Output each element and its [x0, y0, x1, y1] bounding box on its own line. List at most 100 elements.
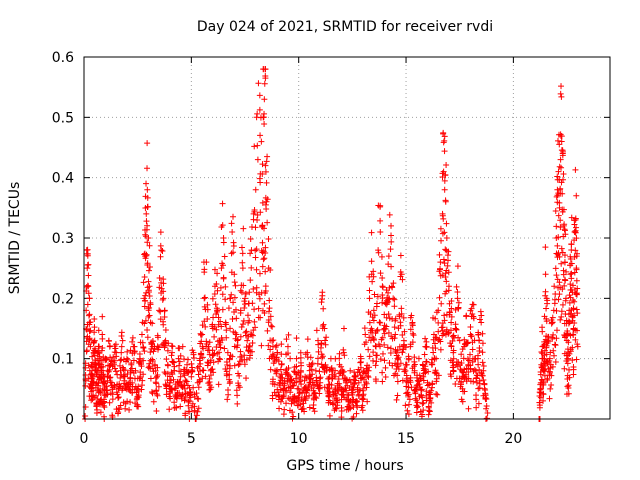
data-point [315, 348, 322, 355]
data-point [441, 260, 448, 267]
data-point [123, 355, 130, 362]
data-point [385, 261, 392, 268]
data-point [261, 80, 268, 87]
data-point [137, 361, 144, 368]
data-point [149, 338, 156, 345]
data-point [135, 403, 142, 410]
data-point [154, 371, 161, 378]
data-point [141, 303, 148, 310]
data-point [385, 311, 392, 318]
data-point [247, 277, 254, 284]
data-point [398, 305, 405, 312]
data-point [261, 300, 268, 307]
data-point [561, 227, 568, 234]
data-point [569, 357, 576, 364]
data-point [442, 246, 449, 253]
data-point [237, 309, 244, 316]
data-point [441, 317, 448, 324]
data-point [197, 360, 204, 367]
data-point [550, 331, 557, 338]
data-point [199, 354, 206, 361]
data-point [568, 241, 575, 248]
data-point [220, 274, 227, 281]
data-point [572, 336, 579, 343]
data-point [138, 331, 145, 338]
data-point [455, 304, 462, 311]
data-point [256, 291, 263, 298]
data-point [262, 168, 269, 175]
data-point [437, 259, 444, 266]
data-point [222, 296, 229, 303]
data-point [161, 308, 168, 315]
data-point [169, 343, 176, 350]
data-point [555, 168, 562, 175]
data-point [376, 319, 383, 326]
data-point [316, 375, 323, 382]
data-point [242, 329, 249, 336]
data-point [447, 327, 454, 334]
data-point [318, 361, 325, 368]
data-point [308, 366, 315, 373]
data-point [313, 327, 320, 334]
data-point [411, 361, 418, 368]
data-point [374, 326, 381, 333]
data-point [555, 212, 562, 219]
data-point [284, 343, 291, 350]
y-tick-label: 0.5 [52, 110, 74, 126]
data-point [549, 363, 556, 370]
data-point [143, 180, 150, 187]
data-point [86, 367, 93, 374]
data-point [278, 341, 285, 348]
data-point [473, 404, 480, 411]
data-point [323, 334, 330, 341]
data-point [432, 345, 439, 352]
data-point [433, 378, 440, 385]
data-point [561, 259, 568, 266]
data-point [377, 228, 384, 235]
data-point [83, 326, 90, 333]
data-point [426, 389, 433, 396]
data-point [468, 333, 475, 340]
data-point [393, 396, 400, 403]
data-point [273, 342, 280, 349]
data-point [305, 383, 312, 390]
data-point [293, 355, 300, 362]
data-point [277, 366, 284, 373]
data-point [394, 372, 401, 379]
data-point [552, 208, 559, 215]
data-point [448, 305, 455, 312]
data-point [262, 287, 269, 294]
data-point [553, 335, 560, 342]
data-point [182, 412, 189, 419]
data-point [407, 374, 414, 381]
data-point [543, 344, 550, 351]
data-point [118, 332, 125, 339]
data-point [267, 266, 274, 273]
data-point [237, 287, 244, 294]
data-point [257, 314, 264, 321]
data-point [269, 337, 276, 344]
data-point [214, 307, 221, 314]
data-point [370, 349, 377, 356]
data-point [256, 270, 263, 277]
data-point [557, 217, 564, 224]
data-point [232, 306, 239, 313]
data-point [572, 215, 579, 222]
data-point [210, 369, 217, 376]
data-point [144, 334, 151, 341]
data-point [546, 369, 553, 376]
data-point [261, 96, 268, 103]
data-point [310, 401, 317, 408]
data-point [269, 395, 276, 402]
data-point [214, 350, 221, 357]
data-point [170, 376, 177, 383]
data-point [351, 373, 358, 380]
data-point [441, 229, 448, 236]
data-point [177, 373, 184, 380]
data-point [204, 316, 211, 323]
data-point [177, 368, 184, 375]
data-point [156, 307, 163, 314]
data-point [413, 374, 420, 381]
data-point [449, 338, 456, 345]
data-point [312, 367, 319, 374]
